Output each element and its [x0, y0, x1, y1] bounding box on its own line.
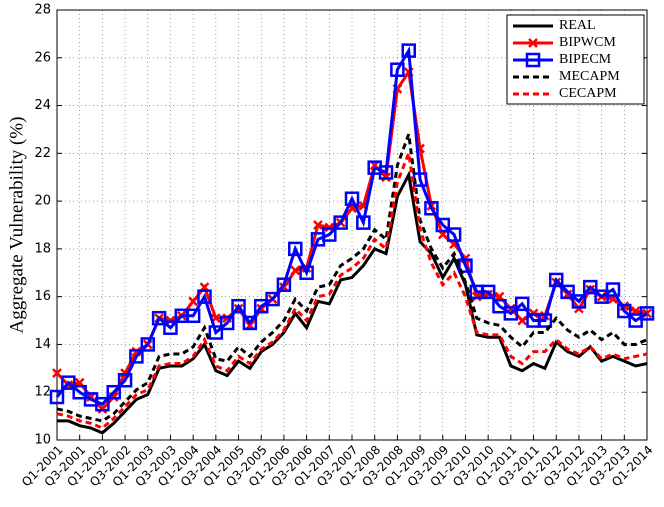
marker [514, 296, 530, 312]
marker [617, 303, 632, 319]
marker [313, 220, 323, 230]
marker [106, 384, 121, 400]
marker [322, 227, 337, 242]
marker [117, 373, 133, 388]
marker [188, 296, 199, 307]
marker [517, 315, 528, 326]
marker [231, 298, 246, 314]
line [56, 133, 648, 423]
marker [401, 43, 416, 58]
marker [458, 258, 473, 273]
marker [95, 396, 110, 412]
marker [290, 265, 301, 276]
marker [503, 306, 519, 321]
marker [219, 315, 235, 331]
marker [344, 191, 360, 206]
legend-marker [528, 38, 538, 48]
series [56, 133, 648, 423]
legend-label: BIPWCM [559, 35, 616, 50]
marker [151, 310, 167, 326]
y-tick-label: 16 [34, 289, 51, 304]
marker [583, 279, 598, 295]
legend-label: REAL [559, 18, 596, 33]
marker [378, 165, 394, 180]
marker [185, 308, 201, 324]
y-tick-label: 20 [34, 194, 51, 209]
marker [288, 241, 303, 257]
marker [52, 368, 62, 378]
marker [197, 289, 212, 304]
legend-label: MECAPM [559, 69, 620, 84]
y-tick-label: 22 [34, 146, 51, 161]
marker [446, 227, 462, 242]
marker [435, 217, 451, 233]
marker [163, 320, 178, 335]
line [56, 147, 648, 430]
marker [639, 306, 655, 321]
marker [61, 375, 76, 390]
marker [265, 291, 280, 307]
marker [129, 349, 144, 364]
marker [390, 62, 405, 77]
y-tick-label: 14 [34, 337, 51, 352]
legend-label: BIPECM [559, 52, 612, 67]
marker [276, 277, 292, 292]
marker [424, 201, 439, 216]
marker [242, 315, 258, 331]
y-tick-label: 24 [34, 98, 51, 113]
marker [548, 272, 564, 288]
marker [299, 265, 314, 281]
marker [537, 313, 553, 328]
marker [208, 325, 224, 340]
marker [560, 284, 575, 300]
y-tick-label: 10 [34, 433, 51, 448]
legend-label: CECAPM [559, 86, 617, 101]
marker [356, 215, 371, 230]
series [56, 147, 648, 430]
series [49, 43, 655, 412]
y-tick-label: 26 [34, 50, 51, 65]
y-tick-label: 28 [34, 3, 51, 18]
y-tick-label: 12 [34, 385, 51, 400]
marker [49, 389, 65, 405]
y-tick-label: 18 [34, 241, 51, 256]
marker [333, 215, 348, 230]
marker [480, 284, 496, 300]
marker [605, 282, 621, 297]
marker [140, 337, 156, 352]
legend-marker [525, 52, 541, 68]
plot-frame [56, 9, 648, 441]
y-axis-label: Aggregate Vulnerability (%) [6, 117, 27, 334]
line [55, 45, 648, 406]
marker [571, 294, 587, 309]
